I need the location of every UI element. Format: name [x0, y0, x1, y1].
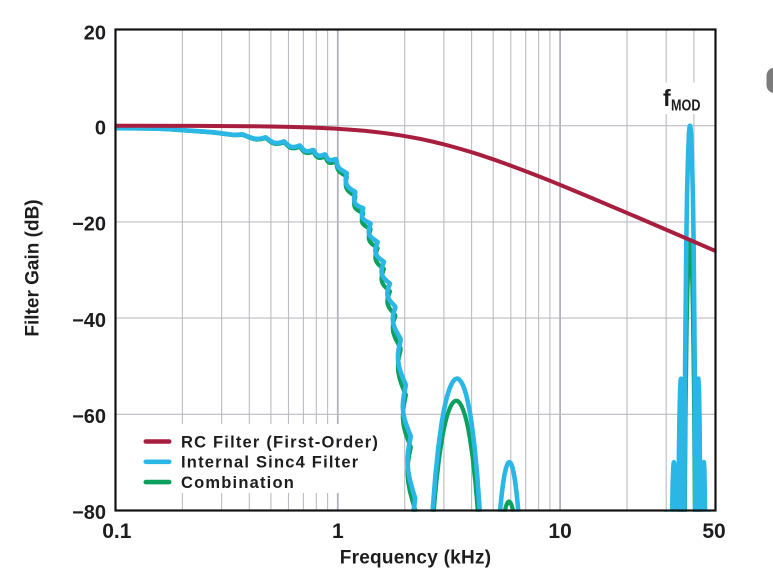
svg-text:10: 10: [548, 520, 571, 543]
svg-text:f: f: [663, 85, 671, 111]
svg-text:−20: −20: [72, 214, 106, 236]
svg-text:0: 0: [95, 117, 106, 139]
svg-text:RC Filter (First-Order): RC Filter (First-Order): [181, 433, 379, 451]
svg-text:Combination: Combination: [181, 474, 295, 492]
svg-text:0.1: 0.1: [102, 520, 132, 543]
svg-text:−80: −80: [72, 502, 106, 524]
svg-text:Frequency (kHz): Frequency (kHz): [340, 548, 492, 569]
svg-text:Internal Sinc4 Filter: Internal Sinc4 Filter: [181, 454, 359, 472]
svg-text:−60: −60: [72, 406, 106, 428]
svg-text:−40: −40: [72, 310, 106, 332]
svg-text:1: 1: [332, 520, 344, 543]
svg-text:MOD: MOD: [671, 97, 700, 115]
svg-text:Filter Gain (dB): Filter Gain (dB): [23, 199, 44, 336]
svg-text:20: 20: [84, 23, 106, 45]
svg-text:50: 50: [702, 520, 725, 543]
